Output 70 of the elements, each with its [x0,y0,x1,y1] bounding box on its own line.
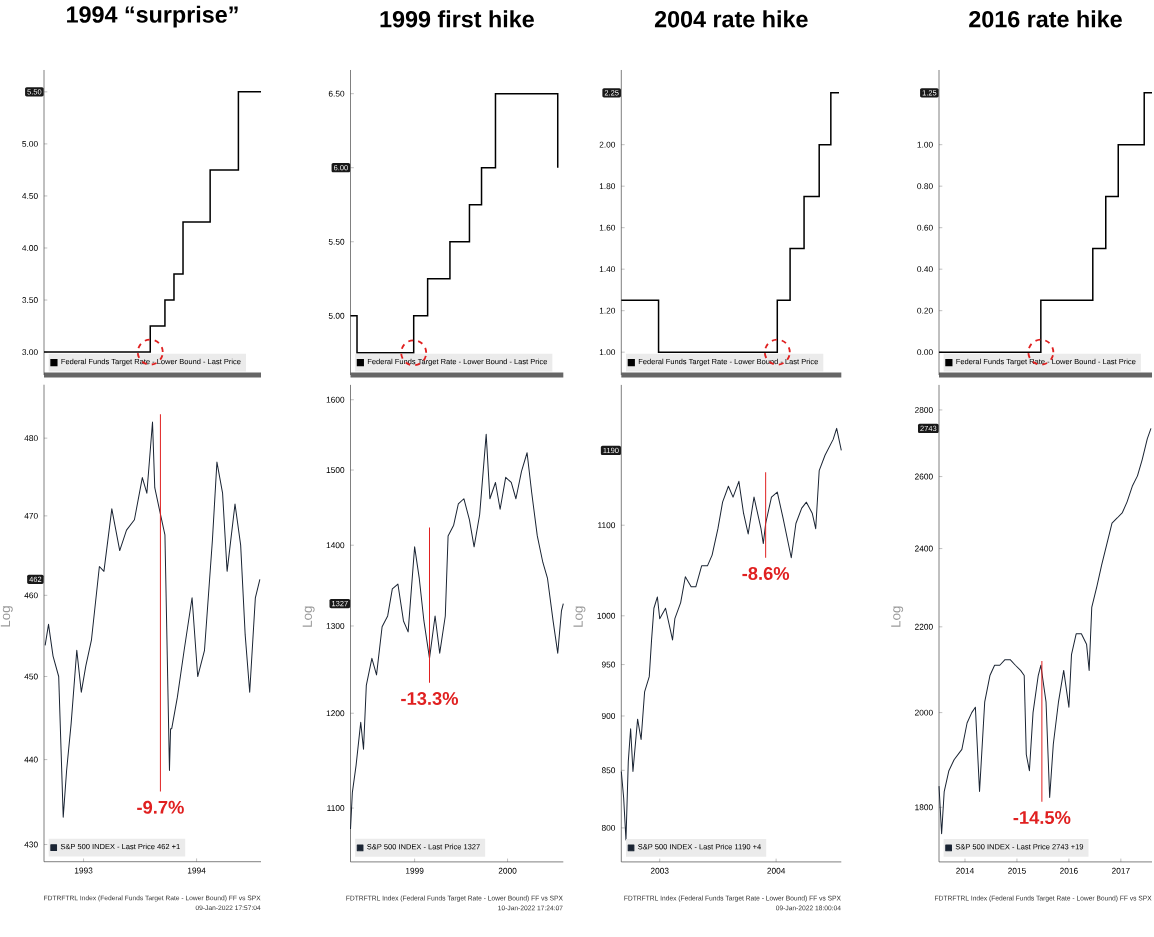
y-tick-label: 5.50 [328,238,345,245]
chart-title: 1994 “surprise” [67,5,238,28]
y-tick-label: 0.00 [917,349,933,356]
y-tick-label: 1.20 [599,307,616,314]
y-tick-label: 1.80 [599,183,616,190]
y-tick-label: 1500 [326,467,345,473]
x-tick-label: 1999 [405,867,424,874]
y-tick-label: 1.60 [599,224,616,231]
y-tick-label: 4.50 [22,192,38,199]
x-tick-label: 2015 [1008,867,1026,874]
y-tick-label: 800 [601,824,616,831]
x-tick-label: 1994 [187,867,206,874]
line-series [620,427,842,841]
y-tick-label: 850 [601,767,616,774]
y-tick-label: 450 [24,673,38,680]
y-axis-title: Log [0,606,13,627]
y-tick-label: 1100 [327,805,345,812]
y-tick-label: 3.50 [22,297,38,303]
y-tick-label: 4.00 [22,245,38,251]
y-tick-label: 1600 [326,396,345,403]
y-tick-label: 2800 [915,406,933,413]
y-tick-label: 5.00 [328,312,345,319]
y-tick-label: 6.50 [328,90,345,97]
chart-title: 1999 first hike [380,10,534,28]
y-tick-label: 1800 [915,804,933,811]
annotation: -8.6% [742,567,790,580]
y-tick-label: 460 [24,592,38,599]
x-tick-label: 2014 [956,867,975,874]
y-axis-title: Log [302,606,315,627]
y-tick-label: 2200 [915,623,933,630]
y-tick-label: 900 [601,713,616,719]
chart-title: 2016 rate hike [969,10,1122,28]
annotation: -9.7% [137,800,184,814]
y-tick-label: 2400 [915,545,933,552]
y-tick-label: 950 [601,661,616,668]
y-tick-label: 1300 [326,623,345,629]
y-tick-label: 1100 [598,522,616,529]
x-tick-label: 2016 [1060,867,1078,874]
y-axis-title: Log [891,606,904,627]
line-series [44,421,261,818]
x-tick-label: 2003 [650,867,669,874]
y-tick-label: 0.60 [917,224,933,231]
chart-title: 2004 rate hike [654,10,808,28]
x-tick-label: 2017 [1111,867,1130,874]
y-tick-label: 2000 [915,709,933,716]
line-series [350,433,564,830]
line-series [938,427,1152,835]
y-tick-label: 5.00 [22,140,38,147]
x-tick-label: 2004 [767,867,786,874]
annotation: -14.5% [1013,811,1071,825]
y-tick-label: 0.40 [917,266,933,273]
y-tick-label: 2.00 [599,141,616,148]
y-tick-label: 1.40 [599,266,616,273]
y-tick-label: 1200 [326,710,345,717]
annotation: -13.3% [401,692,459,705]
y-tick-label: 1.00 [917,141,933,148]
y-tick-label: 0.80 [917,183,933,190]
y-tick-label: 1.00 [599,349,616,356]
y-tick-label: 480 [24,435,38,442]
y-tick-label: 0.20 [917,307,933,314]
y-tick-label: 2600 [915,473,933,480]
y-tick-label: 440 [24,756,38,763]
y-axis-title: Log [573,606,586,627]
x-tick-label: 2000 [498,867,517,874]
y-tick-label: 1400 [326,542,345,549]
y-tick-label: 430 [24,841,38,848]
x-tick-label: 1993 [74,867,93,874]
y-tick-label: 3.00 [22,349,38,356]
y-tick-label: 470 [24,512,38,519]
y-tick-label: 1000 [597,612,616,619]
